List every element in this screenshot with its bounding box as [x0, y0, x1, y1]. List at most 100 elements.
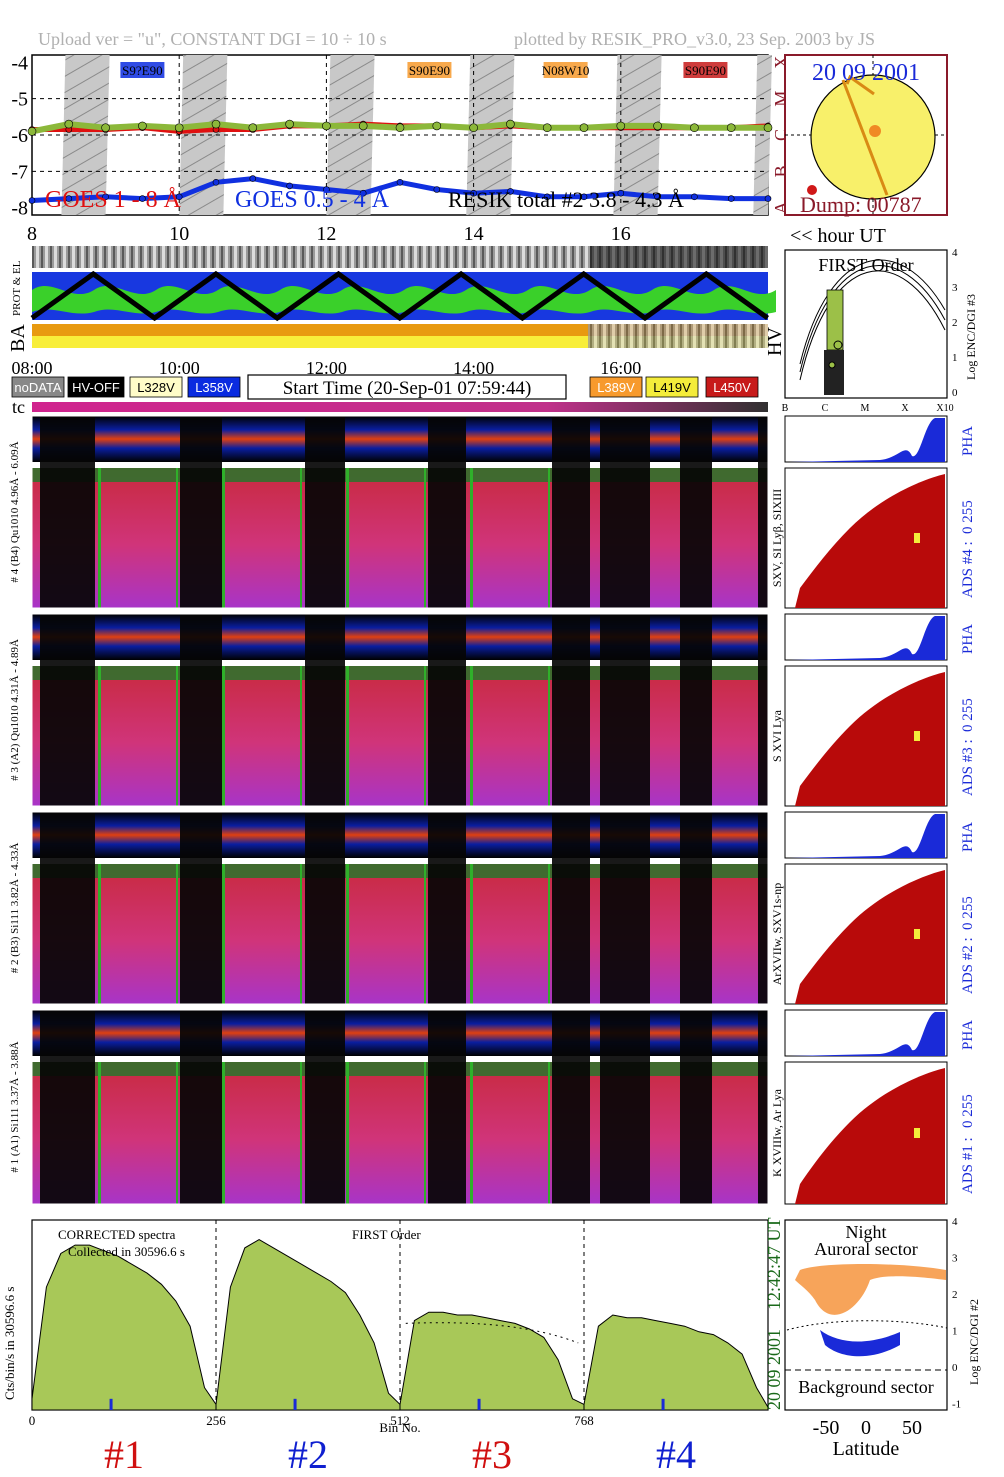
pha-histogram — [790, 814, 945, 858]
goes-series-point-1 — [28, 197, 36, 204]
spectrum-x-tick: 0 — [29, 1413, 36, 1428]
spectrum-top-edge — [32, 864, 768, 878]
spectrum-date-side: 20 09 2001 — [764, 1329, 784, 1410]
ads-label: ADS #1 : — [960, 1137, 976, 1194]
goes-series-point-2 — [432, 121, 442, 131]
goes-series-point-1 — [359, 189, 367, 197]
gap-edge-line — [470, 666, 473, 806]
goes-series-point-2 — [726, 123, 736, 132]
legend-box-2 — [129, 376, 183, 398]
active-region-labels: S9?E90 S90E90 N08W10 S90E90 — [120, 62, 728, 78]
first-order-x-tick: C — [822, 403, 829, 414]
goes-series-point-1 — [212, 179, 220, 186]
spectrum-segment-1 — [31, 1244, 217, 1411]
gap-edge-line — [548, 864, 550, 1004]
channel-label-4: # 1 (A1) Si111 3.37Å - 3.88Å — [9, 1041, 21, 1172]
goes-series-point-1 — [286, 182, 293, 190]
region-label: S90E90 — [409, 63, 450, 78]
first-order-points-black — [824, 350, 844, 395]
spectrogram-panels: # 4 (B4) Qu1010 4.96Å - 6.09Å SXV, SI Lyβ… — [9, 415, 976, 1205]
spectrogram-channel-4: # 1 (A1) Si111 3.37Å - 3.88Å K XVIIIw, Ar… — [9, 1009, 976, 1205]
spectrum-x-tick: 768 — [574, 1413, 594, 1428]
latitude-ylabel: Log ENC/DGI #2 — [967, 1299, 981, 1385]
goes-series-point-2 — [101, 123, 110, 132]
gap-edge-line — [222, 1062, 225, 1204]
status-time-tick: 12:00 — [306, 358, 347, 378]
sun-disk — [810, 74, 936, 200]
goes-grid — [32, 55, 768, 215]
data-gap-column — [758, 614, 768, 806]
data-gap-column — [40, 812, 95, 1004]
first-order-x-tick: X10 — [936, 403, 953, 414]
latitude-y-tick: -1 — [952, 1399, 961, 1411]
line-identification: ArXVIIw, SXV1s-np — [770, 883, 784, 986]
spectrum-top-edge — [32, 666, 768, 680]
latitude-y-tick: 2 — [952, 1289, 958, 1301]
first-order-y-tick: 1 — [952, 352, 958, 364]
first-order-y-ticks: 4 3 2 1 0 — [952, 247, 958, 399]
data-gap-column — [680, 614, 712, 806]
gap-edge-line — [300, 1062, 302, 1204]
satellite-dot — [807, 185, 817, 195]
data-gap-column — [552, 614, 590, 806]
channel-number-label: #2 — [288, 1432, 328, 1477]
ads-label: ADS #3 : — [960, 739, 976, 796]
spectrum-segment-4 — [583, 1314, 769, 1411]
header-upload-text: Upload ver = "u", CONSTANT DGI = 10 ÷ 10… — [38, 29, 387, 49]
goes-series-point-1 — [396, 179, 404, 186]
gap-edge-line — [222, 666, 225, 806]
legend-box-6 — [705, 376, 759, 398]
gap-edge-line — [548, 1062, 550, 1204]
ads-range: 0 255 — [960, 1094, 976, 1128]
ads-marker — [914, 929, 920, 939]
status-time-tick: 08:00 — [11, 358, 52, 378]
spectrum-fit-curve — [405, 1322, 579, 1344]
pha-label: PHA — [960, 822, 976, 852]
data-gap-column — [305, 416, 345, 608]
goes-series-point-2 — [616, 121, 626, 131]
goes-series-point-1 — [543, 193, 551, 201]
pha-histogram — [790, 616, 945, 660]
gap-edge-line — [346, 468, 349, 608]
latitude-y-ticks: 4 3 2 1 0 -1 — [952, 1216, 961, 1411]
ads-label: ADS #2 : — [960, 937, 976, 994]
data-gap-column — [180, 614, 222, 806]
night-shade-band — [613, 55, 662, 215]
data-quality-dark-part — [590, 246, 768, 268]
spectrum-x-ticks: 0 256 512 768 — [29, 1413, 594, 1428]
night-label: Night — [845, 1222, 886, 1242]
first-order-point — [828, 361, 836, 369]
latitude-frame — [784, 1219, 948, 1411]
goes-x-tick: 16 — [611, 223, 631, 245]
pha-label: PHA — [960, 624, 976, 654]
line-identification: S XVI Lya — [770, 709, 784, 762]
goes-x-tick: 14 — [464, 223, 484, 245]
latitude-x-tick: -50 — [813, 1417, 840, 1439]
first-order-curve-3 — [799, 259, 946, 365]
first-order-points-green — [826, 289, 844, 351]
spectrum-subtitle: Collected in 30596.6 s — [68, 1244, 185, 1259]
goes-series-point-2 — [579, 123, 589, 132]
gap-edge-line — [424, 864, 426, 1004]
ba-label: BA — [7, 324, 29, 352]
goes-series-point-2 — [174, 123, 184, 132]
goes-x-ticks: 8 10 12 14 16 — [27, 223, 631, 245]
latitude-y-tick: 3 — [952, 1253, 958, 1265]
goes-series-point-2 — [542, 123, 552, 132]
ads-range: 0 255 — [960, 698, 976, 732]
spectrogram-channel-3: # 2 (B3) Si111 3.82Å - 4.33Å ArXVIIw, SXV… — [9, 811, 976, 1005]
spectrogram-channel-1: # 4 (B4) Qu1010 4.96Å - 6.09Å SXV, SI Lyβ… — [9, 415, 976, 609]
goes-series-point-1 — [764, 195, 772, 202]
spectrum-ylabel: Cts/bin/s in 30596.6 s — [2, 1287, 17, 1400]
data-gap-column — [305, 1010, 345, 1204]
data-gap-column — [180, 416, 222, 608]
goes-series-point-2 — [395, 123, 405, 132]
region-label: S90E90 — [685, 63, 726, 78]
goes-series-point-2 — [653, 121, 662, 131]
latitude-boundary — [786, 1320, 948, 1331]
ads-marker — [914, 533, 920, 543]
spectrum-top-edge — [32, 468, 768, 482]
prot-el-label: PROT & EL — [11, 260, 23, 316]
legend-label-6: L450V — [713, 380, 751, 395]
particle-flux-band — [528, 285, 590, 314]
